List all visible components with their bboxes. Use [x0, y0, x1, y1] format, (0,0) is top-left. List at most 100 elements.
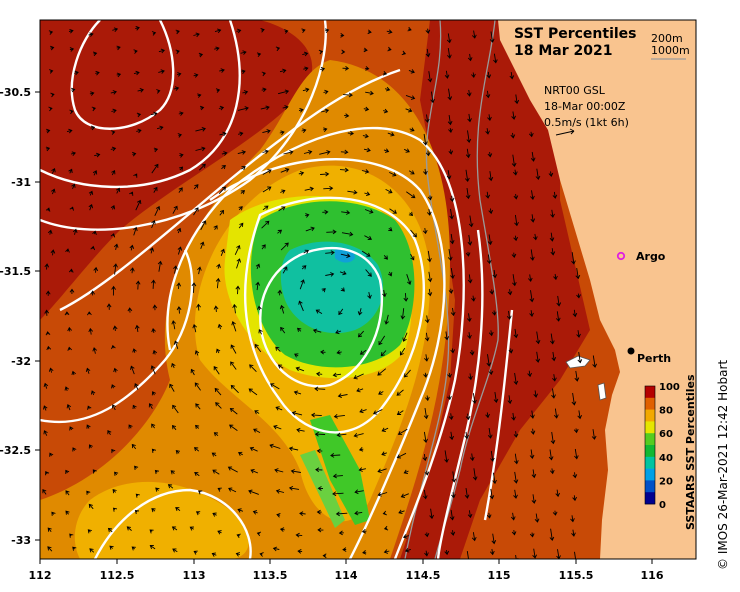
copyright-text: © IMOS 26-Mar-2021 12:42 Hobart [716, 359, 730, 570]
current-arrow [214, 387, 222, 396]
current-arrow [176, 306, 182, 314]
current-arrow [529, 310, 534, 318]
current-arrow [262, 186, 272, 193]
current-arrow [238, 451, 243, 456]
current-arrow [448, 413, 454, 420]
current-arrow [74, 70, 79, 76]
current-arrow [133, 70, 140, 76]
colorbar-label: 40 [659, 453, 673, 464]
current-arrow [446, 33, 452, 44]
current-arrow [527, 370, 533, 378]
current-arrow [130, 365, 135, 375]
current-arrow [134, 324, 140, 332]
current-arrow [407, 26, 412, 32]
current-arrow [322, 209, 329, 215]
current-arrow [69, 109, 74, 115]
current-arrow [241, 69, 246, 75]
current-arrow [248, 388, 258, 396]
current-arrow [171, 320, 177, 330]
current-arrow [383, 525, 389, 531]
current-arrow [94, 152, 101, 158]
current-arrow [427, 71, 433, 83]
current-arrow [230, 384, 239, 394]
sst-zone-teal [280, 241, 384, 334]
current-arrow [405, 94, 416, 100]
current-arrow [591, 429, 597, 440]
current-arrow [447, 48, 452, 59]
current-arrow [336, 349, 342, 355]
current-arrow [527, 274, 533, 283]
current-arrow [341, 49, 346, 55]
current-arrow [110, 90, 117, 95]
x-tick-label: 113 [183, 569, 206, 582]
current-arrow [467, 53, 473, 62]
depth-legend-1000m: 1000m [651, 44, 690, 57]
current-arrow [341, 231, 354, 237]
current-arrow [238, 222, 244, 229]
current-arrow [492, 269, 498, 279]
current-arrow [211, 552, 217, 557]
current-arrow [259, 552, 264, 557]
current-arrow [386, 29, 393, 35]
current-arrow [464, 431, 469, 440]
current-arrow [279, 130, 285, 135]
current-arrow [157, 260, 163, 272]
current-arrow [339, 270, 347, 276]
current-arrow [514, 453, 519, 465]
current-arrow [572, 472, 578, 479]
current-arrow [88, 32, 94, 37]
current-arrow [423, 372, 428, 378]
current-arrow [485, 191, 491, 199]
current-arrow [396, 389, 404, 396]
current-arrow [45, 331, 51, 336]
current-arrow [235, 285, 241, 295]
current-arrow [171, 424, 177, 431]
current-arrow [403, 469, 409, 474]
current-arrow [315, 309, 323, 314]
current-arrow [423, 408, 429, 420]
x-tick-label: 112.5 [100, 569, 135, 582]
current-arrow [321, 288, 326, 293]
current-arrow [406, 191, 416, 199]
current-arrow [551, 351, 557, 362]
current-arrow [333, 413, 345, 419]
current-arrow [133, 49, 138, 54]
current-arrow [280, 326, 286, 334]
current-arrow [365, 90, 374, 96]
current-arrow [282, 266, 288, 274]
current-arrow [278, 206, 286, 212]
current-arrow [319, 150, 331, 155]
current-arrow [175, 49, 180, 55]
current-arrow [380, 350, 387, 357]
current-arrow [424, 354, 429, 362]
current-arrow [193, 73, 199, 78]
map-date: 18 Mar 2021 [514, 43, 612, 59]
current-arrow [197, 266, 202, 275]
current-arrow [381, 451, 387, 456]
current-arrow [173, 340, 179, 350]
current-arrow [549, 333, 555, 345]
current-arrow [232, 303, 238, 314]
sst-zone-darkred-nw [40, 20, 313, 320]
current-arrow [129, 191, 134, 196]
current-arrow [196, 303, 201, 311]
current-arrow [493, 392, 499, 403]
current-arrow [113, 243, 119, 251]
current-arrow [279, 68, 287, 74]
current-arrow [556, 295, 562, 307]
current-arrow [109, 545, 114, 550]
current-arrow [214, 46, 220, 52]
current-arrow [555, 489, 561, 498]
current-arrow [320, 66, 326, 72]
current-arrow [72, 228, 78, 235]
current-arrow [215, 88, 221, 93]
current-arrow [337, 393, 348, 399]
current-arrow [549, 528, 555, 542]
current-arrow [151, 279, 156, 289]
current-arrow [377, 492, 388, 497]
current-arrow [217, 323, 223, 330]
current-arrow [175, 507, 181, 512]
current-arrow [514, 214, 519, 227]
current-arrow [91, 106, 96, 112]
current-scale: 0.5m/s (1kt 6h) [544, 116, 629, 129]
